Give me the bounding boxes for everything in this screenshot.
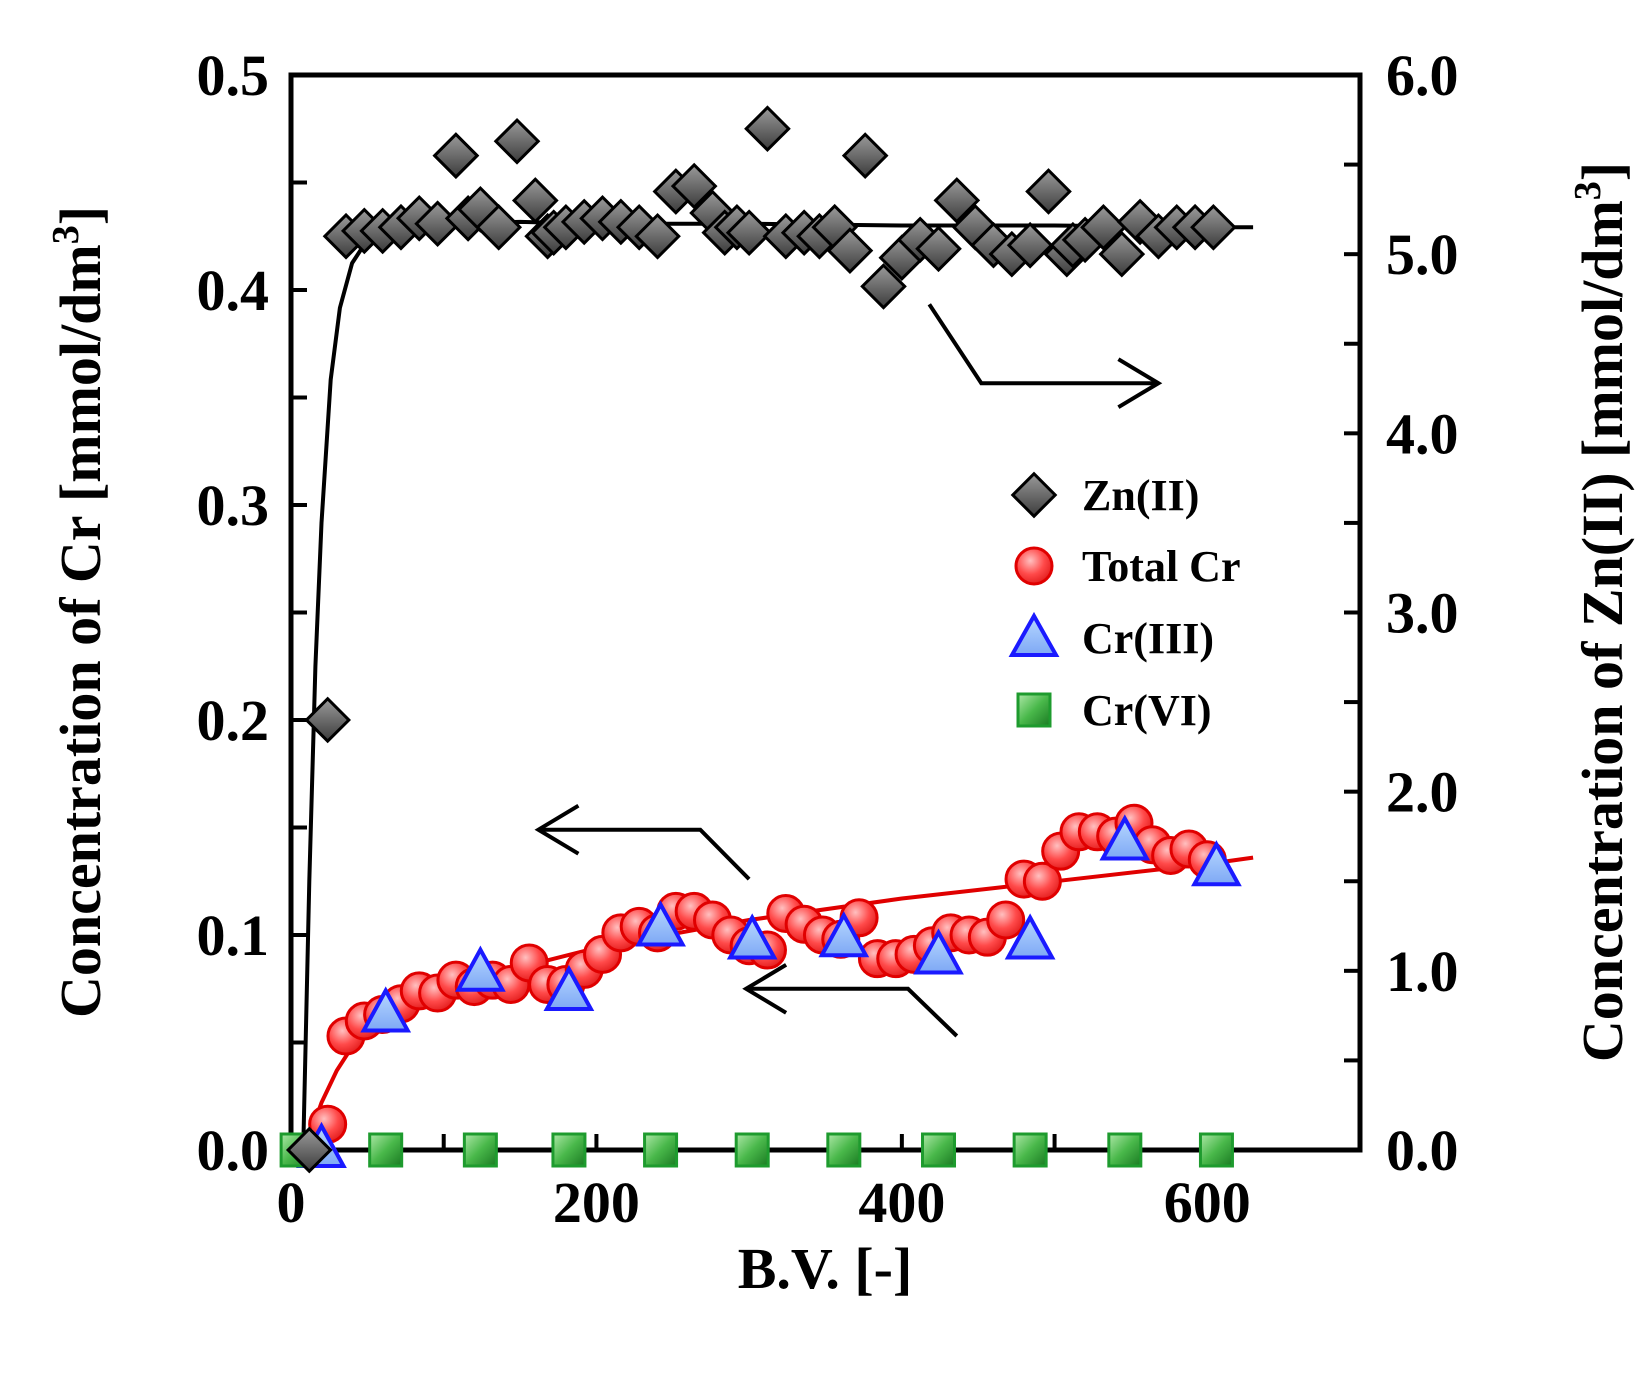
legend-cr3-marker — [1008, 611, 1060, 657]
y-right-tick-label: 2.0 — [1386, 760, 1459, 825]
annotation-arrows — [534, 303, 1163, 1038]
data-markers — [279, 105, 1242, 1174]
legend-cr3-label: Cr(III) — [1082, 614, 1214, 663]
y-axis-left-title-sup: 3 — [45, 225, 87, 244]
y-axis-right-title: Concentration of Zn(II) [mmol/dm3] — [1567, 162, 1635, 1062]
zn-point — [933, 177, 981, 224]
x-axis-title: B.V. [-] — [738, 1236, 913, 1301]
zn-point — [1006, 221, 1054, 269]
zn-point — [304, 696, 352, 744]
y-right-tick-label: 1.0 — [1386, 939, 1459, 1004]
cr3-point — [1099, 814, 1151, 861]
y-axis-left-title: Concentration of Cr [mmol/dm3] — [45, 206, 113, 1018]
legend-cr6-marker — [1016, 692, 1052, 728]
y-right-tick-label: 5.0 — [1386, 222, 1459, 287]
zn-point — [475, 203, 523, 251]
cr3-point — [726, 913, 778, 960]
y-left-tick-label: 0.5 — [197, 43, 270, 108]
zn-point — [432, 132, 480, 179]
zn-point — [725, 209, 773, 257]
cr6-point — [551, 1132, 587, 1168]
zn-point — [285, 1126, 333, 1174]
y-right-tick-label: 0.0 — [1386, 1118, 1459, 1183]
zn-point — [841, 132, 889, 179]
cr3-point — [1191, 840, 1242, 887]
legend-zn-label: Zn(II) — [1082, 471, 1199, 520]
x-tick-label: 200 — [553, 1170, 640, 1235]
cr6-point — [734, 1132, 770, 1168]
arrow-to-left-axis-upper-line — [538, 827, 751, 881]
y-axis-right-title-end: ] — [1570, 162, 1635, 181]
zn-point — [670, 162, 718, 210]
cr3-point — [360, 986, 412, 1033]
y-right-tick-label: 6.0 — [1386, 43, 1459, 108]
cr6-point — [643, 1132, 679, 1168]
zn-point — [915, 225, 962, 273]
cr6-point — [1107, 1132, 1143, 1168]
arrow-to-left-axis-upper-head — [534, 803, 580, 856]
y-left-tick-label: 0.3 — [197, 473, 270, 538]
cr6-point — [921, 1132, 957, 1168]
cr3-point — [635, 900, 686, 947]
zn-point — [1025, 168, 1072, 215]
zn-point — [826, 227, 874, 274]
zn-point — [1098, 230, 1146, 278]
cr3-point — [913, 928, 964, 975]
zn-point — [511, 177, 559, 224]
cr3-point — [455, 945, 506, 992]
zn-point — [634, 212, 681, 260]
zn-point — [744, 105, 791, 153]
arrow-to-right-axis-head — [1117, 357, 1163, 409]
y-left-tick-label: 0.2 — [197, 688, 270, 753]
y-right-tick-label: 4.0 — [1386, 401, 1459, 466]
cr3-point — [818, 911, 870, 958]
x-tick-label: 0 — [277, 1170, 306, 1235]
y-left-tick-label: 0.1 — [197, 903, 270, 968]
y-axis-right-title-main: Concentration of Zn(II) [mmol/dm — [1570, 200, 1635, 1062]
legend-total-cr-label: Total Cr — [1082, 542, 1241, 591]
legend-total-cr-marker — [1014, 546, 1054, 586]
zn-point — [1190, 203, 1237, 251]
cr6-point — [1012, 1132, 1048, 1168]
legend: Zn(II) Total Cr Cr(III) Cr(VI) — [1008, 471, 1241, 735]
y-axis-right-title-sup: 3 — [1567, 181, 1609, 200]
cr6-point — [1198, 1132, 1234, 1168]
arrow-to-left-axis-lower-head — [742, 963, 788, 1015]
y-axis-left-title-end: ] — [48, 206, 113, 225]
zn-point — [860, 263, 907, 310]
zn-point — [414, 200, 461, 248]
zn-point — [1080, 203, 1127, 251]
y-left-tick-label: 0.4 — [197, 258, 270, 323]
cr6-point — [826, 1132, 862, 1168]
arrow-to-right-axis-line — [927, 303, 1159, 386]
y-axis-left-title-main: Concentration of Cr [mmol/dm — [48, 244, 113, 1018]
tick-labels: 0 200 400 600 0.0 0.1 0.2 0.3 0.4 0.5 0.0 1.0 2.0 3.0… — [197, 43, 1459, 1235]
cr6-point — [368, 1132, 404, 1168]
y-right-tick-label: 3.0 — [1386, 581, 1459, 646]
zn-point — [493, 117, 541, 165]
arrow-to-left-axis-lower-line — [746, 986, 959, 1038]
x-tick-label: 600 — [1164, 1170, 1251, 1235]
legend-zn-marker — [1010, 471, 1058, 519]
x-tick-label: 400 — [858, 1170, 945, 1235]
cr3-point — [543, 964, 595, 1011]
cr6-point — [462, 1132, 498, 1168]
y-left-tick-label: 0.0 — [197, 1118, 270, 1183]
cr3-point — [1004, 913, 1056, 960]
total-cr-point — [986, 900, 1026, 940]
legend-cr6-label: Cr(VI) — [1082, 686, 1212, 735]
total-cr-point — [1022, 861, 1062, 901]
